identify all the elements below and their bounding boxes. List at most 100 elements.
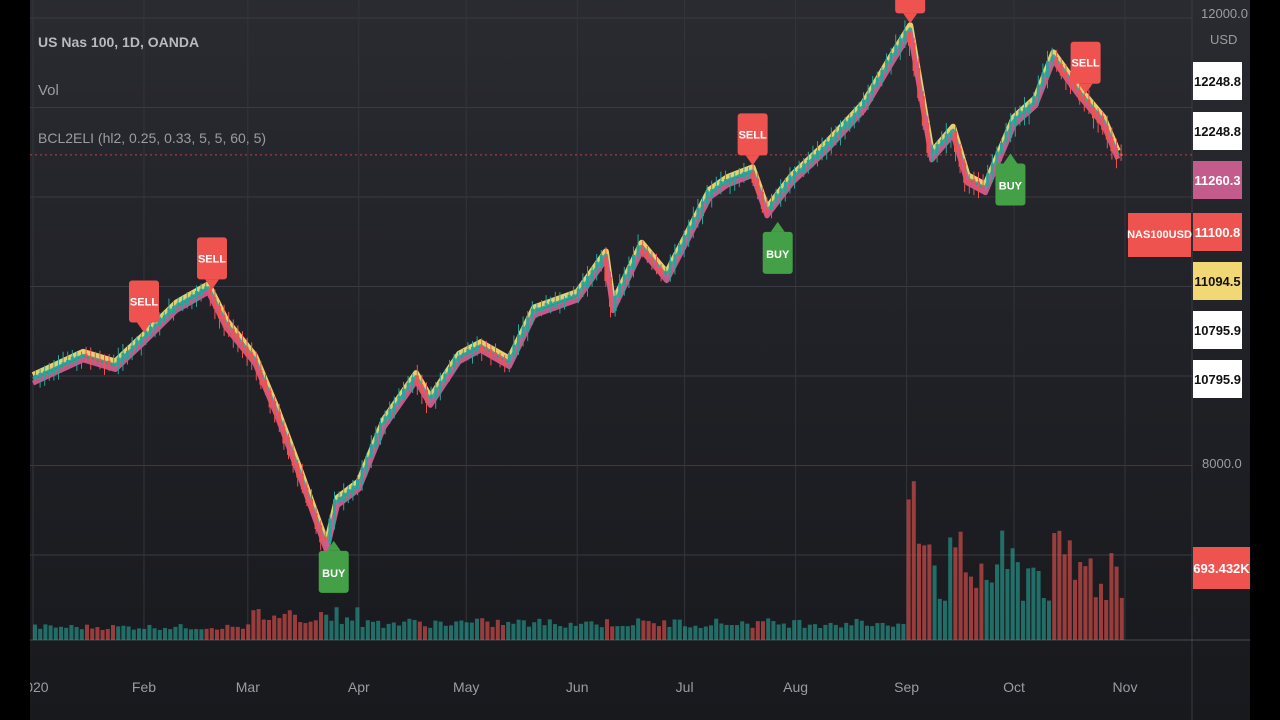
candle-body [632, 255, 635, 270]
volume-bar [319, 612, 323, 640]
candle-body [388, 408, 392, 421]
volume-bar [797, 619, 802, 640]
candle-body [443, 373, 447, 381]
volume-bar [287, 610, 292, 640]
candle-body [530, 308, 534, 318]
candle-body [70, 356, 74, 360]
candle-body [121, 352, 125, 363]
volume-bar [1109, 553, 1114, 640]
volume-bar [521, 620, 526, 640]
candle-body [673, 254, 677, 268]
volume-bar [641, 620, 646, 640]
volume-bar [729, 624, 734, 640]
volume-bar [43, 624, 48, 640]
volume-bar [85, 624, 89, 640]
volume-bar [209, 628, 214, 640]
volume-bar [142, 628, 147, 640]
candle-body [52, 367, 56, 374]
volume-bar [324, 614, 329, 640]
candle-body [264, 379, 267, 392]
candle-body [1050, 56, 1054, 62]
volume-bar [615, 626, 620, 640]
volume-bar [818, 627, 823, 640]
candle-body [793, 171, 796, 180]
price-unit: USD [1210, 32, 1238, 47]
buy-box [995, 163, 1026, 206]
candle-body [622, 274, 626, 287]
volume-bar [1083, 566, 1088, 640]
candle-body [747, 171, 750, 175]
volume-bar [937, 598, 942, 640]
candle-body [733, 177, 737, 183]
volume-bar [771, 621, 776, 640]
sell-label: SELL [1072, 58, 1100, 70]
candle-body [774, 193, 778, 202]
chart-canvas[interactable]: SELL SELL BUY SELL BUY SELL BUY SELL 2020 Feb Mar… [30, 0, 1250, 720]
candle-body [986, 173, 990, 187]
volume-bar [511, 623, 516, 640]
candle-body [889, 53, 893, 64]
candle-body [438, 381, 442, 392]
candle-body [1041, 72, 1045, 87]
volume-bar [776, 624, 781, 640]
volume-bar [953, 547, 958, 640]
volume-bar [927, 544, 932, 640]
candle-body [144, 330, 148, 339]
candle-body [116, 357, 120, 364]
volume-bar [958, 531, 963, 640]
volume-last-label: 693.432K [1193, 547, 1250, 589]
volume-bar [1099, 583, 1103, 640]
volume-bar [137, 628, 141, 640]
volume-bar [974, 587, 979, 640]
candle-body [802, 163, 806, 173]
candle-body [572, 294, 576, 298]
candle-body [714, 186, 718, 190]
candle-body [949, 133, 953, 138]
volume-bar [339, 623, 344, 640]
candle-body [273, 401, 277, 414]
volume-bar [215, 629, 219, 640]
volume-bar [610, 626, 615, 640]
legend-title: US Nas 100, 1D, OANDA [38, 34, 200, 50]
sell-signal: SELL [128, 280, 159, 333]
volume-bar [984, 579, 989, 640]
candle-body [645, 250, 649, 259]
volume-bar [870, 626, 875, 640]
candle-body [402, 388, 405, 399]
candle-body [1101, 116, 1105, 130]
volume-bar [1057, 530, 1062, 640]
volume-bar [563, 627, 568, 640]
candle-body [696, 207, 700, 220]
candle-body [1004, 131, 1008, 143]
volume-bar [59, 626, 63, 640]
candle-body [613, 295, 617, 312]
sell-signal: SELL [197, 237, 228, 290]
volume-bar [204, 628, 209, 640]
volume-bar [423, 626, 427, 640]
volume-bar [464, 622, 469, 640]
volume-bar [334, 607, 339, 640]
candle-body [862, 99, 865, 109]
candle-body [710, 189, 714, 198]
volume-bar [1078, 562, 1083, 640]
price-label: 12248.8 [1193, 112, 1242, 150]
signal-markers: SELL SELL BUY SELL BUY SELL BUY SELL [128, 0, 1101, 593]
volume-bar [313, 620, 318, 640]
volume-bar [1041, 598, 1046, 640]
volume-bar [1010, 548, 1015, 640]
candle-body [346, 489, 350, 495]
volume-bar [267, 619, 271, 640]
candle-body [498, 355, 502, 361]
volume-bar [719, 623, 724, 640]
chart-container[interactable]: SELL SELL BUY SELL BUY SELL BUY SELL 2020 Feb Mar… [30, 0, 1250, 720]
volume-bar [558, 626, 563, 640]
candle-body [282, 426, 286, 444]
candle-body [1000, 142, 1003, 154]
time-tick-label: Mar [236, 679, 260, 695]
volume-bar [147, 624, 152, 640]
volume-bar [568, 622, 573, 640]
volume-bar [584, 621, 589, 640]
buy-signal: BUY [995, 153, 1026, 206]
buy-arrow [1003, 153, 1018, 164]
candle-body [940, 139, 944, 146]
